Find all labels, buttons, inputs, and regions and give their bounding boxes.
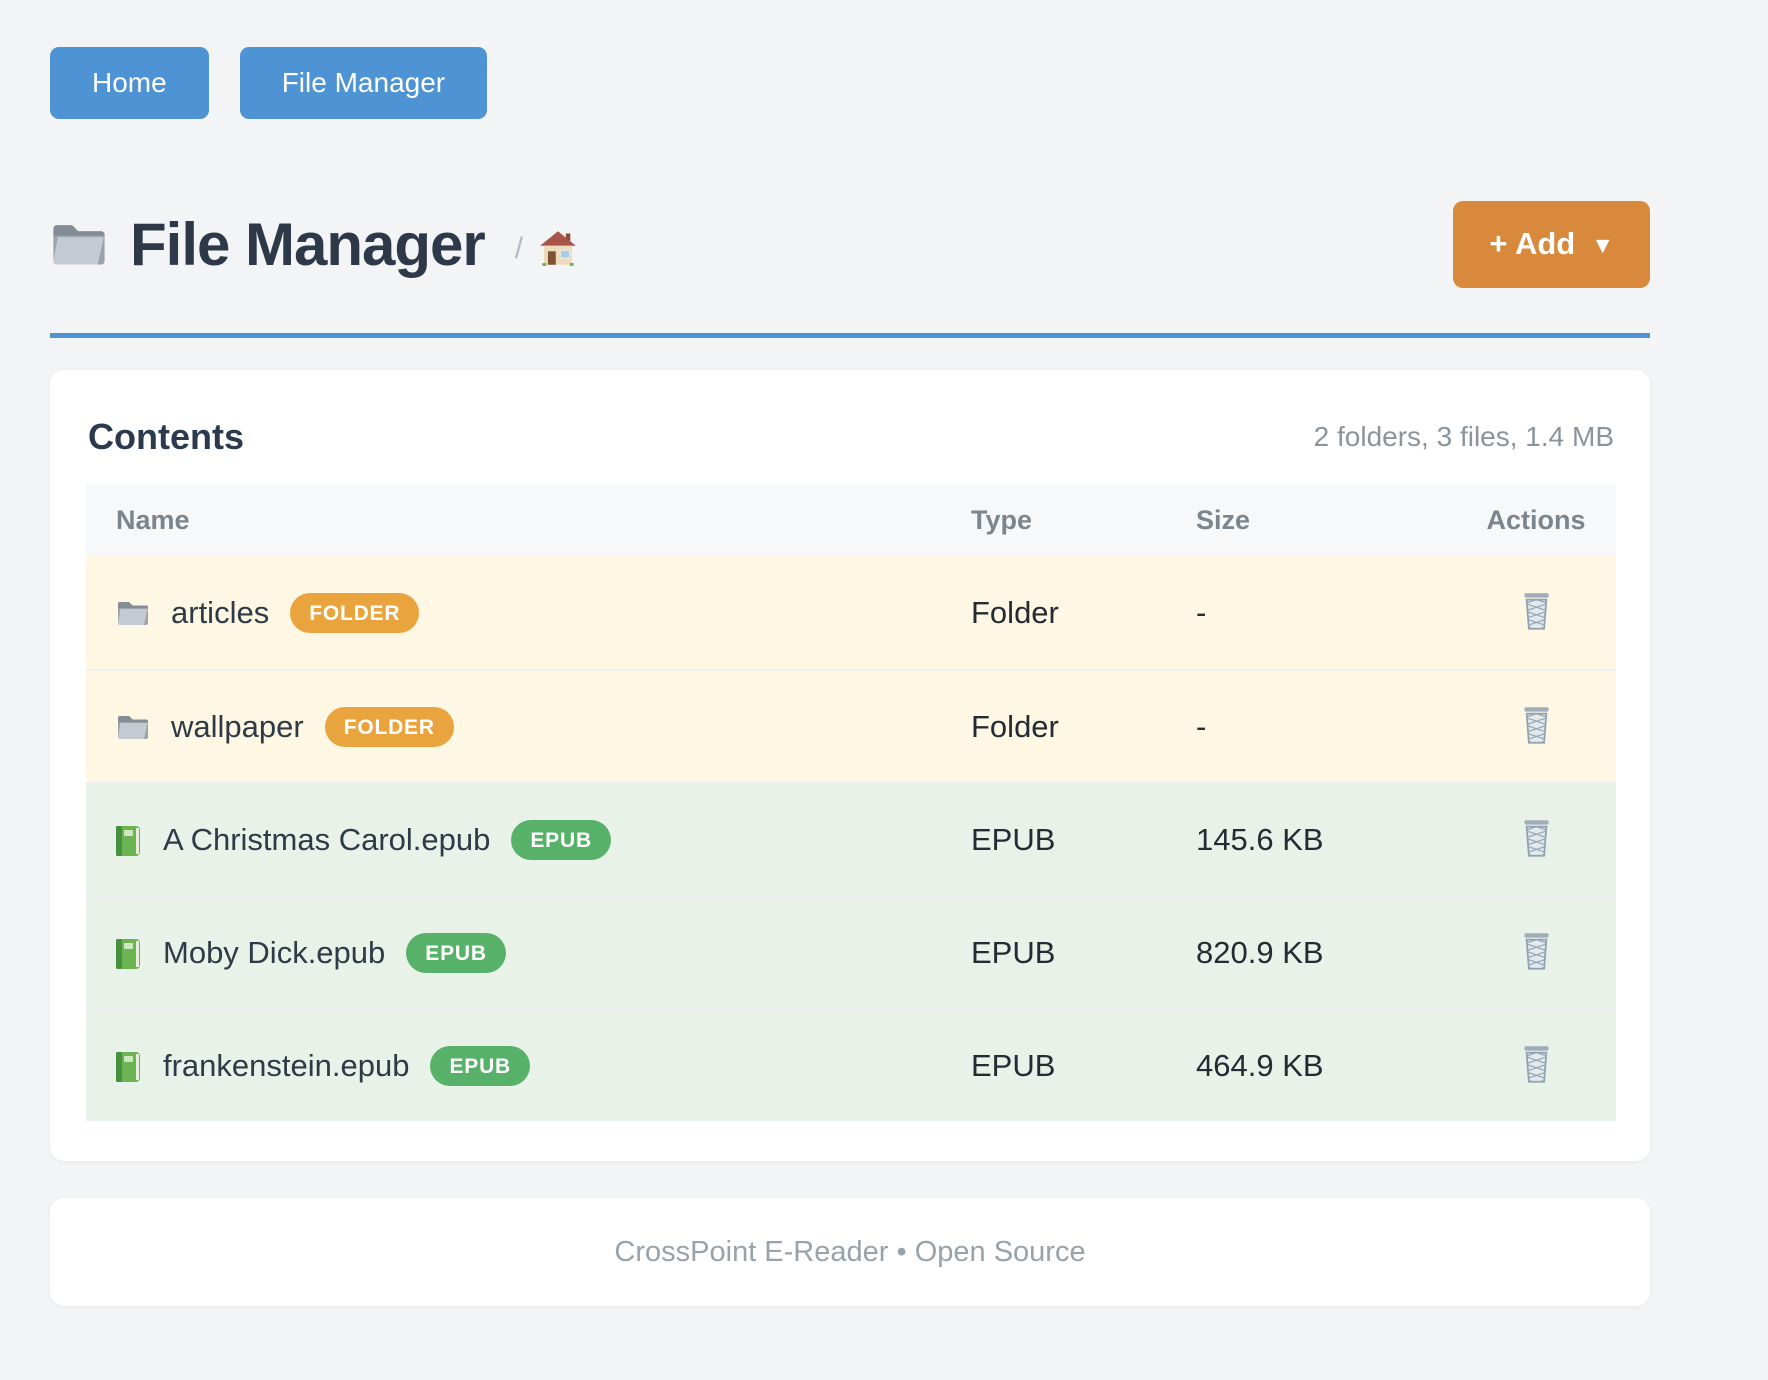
size-cell: - (1196, 708, 1207, 744)
actions-cell (1456, 815, 1616, 865)
delete-button[interactable] (1517, 588, 1556, 634)
add-button[interactable]: + Add ▼ (1453, 200, 1650, 288)
epub-badge: EPUB (511, 819, 611, 860)
column-header-type: Type (971, 504, 1033, 535)
wastebasket-icon (1521, 1045, 1552, 1083)
green-book-icon (116, 937, 142, 969)
wastebasket-icon (1521, 706, 1552, 744)
type-cell: EPUB (971, 934, 1056, 970)
name-cell: A Christmas Carol.epub EPUB (86, 819, 971, 860)
table-row: A Christmas Carol.epub EPUB EPUB 145.6 K… (86, 782, 1616, 895)
file-link[interactable]: frankenstein.epub (163, 1047, 410, 1083)
home-breadcrumb-icon[interactable] (539, 230, 577, 266)
delete-button[interactable] (1517, 702, 1556, 748)
column-header-actions: Actions (1486, 504, 1586, 535)
green-book-icon (116, 1050, 142, 1082)
title-group: File Manager / (50, 210, 577, 279)
file-link[interactable]: Moby Dick.epub (163, 934, 386, 970)
wastebasket-icon (1521, 819, 1552, 857)
page-title: File Manager (130, 210, 486, 278)
folder-icon (116, 712, 150, 742)
epub-badge: EPUB (430, 1045, 531, 1086)
footer-text: CrossPoint E-Reader • Open Source (614, 1235, 1086, 1268)
wastebasket-icon (1521, 592, 1552, 630)
type-cell: EPUB (971, 821, 1056, 857)
home-button[interactable]: Home (50, 47, 209, 119)
footer-card: CrossPoint E-Reader • Open Source (50, 1198, 1650, 1306)
top-nav: Home File Manager (50, 47, 1650, 119)
type-cell: Folder (971, 708, 1059, 744)
chevron-down-icon: ▼ (1591, 232, 1614, 258)
actions-cell (1456, 588, 1616, 638)
column-header-size: Size (1196, 504, 1251, 535)
size-cell: 145.6 KB (1196, 821, 1324, 857)
open-folder-icon (50, 220, 108, 268)
delete-button[interactable] (1517, 1041, 1556, 1087)
folder-badge: FOLDER (324, 706, 454, 747)
contents-summary: 2 folders, 3 files, 1.4 MB (1313, 421, 1614, 452)
epub-badge: EPUB (406, 932, 506, 973)
file-link[interactable]: A Christmas Carol.epub (163, 821, 491, 857)
type-cell: EPUB (971, 1047, 1056, 1083)
table-row: Moby Dick.epub EPUB EPUB 820.9 KB (86, 895, 1616, 1008)
actions-cell (1456, 1041, 1616, 1091)
table-header-row: Name Type Size Actions (86, 484, 1616, 556)
green-book-icon (116, 824, 142, 856)
folder-icon (116, 598, 150, 628)
divider (50, 333, 1650, 338)
name-cell: frankenstein.epub EPUB (86, 1045, 971, 1086)
breadcrumb-separator: / (514, 232, 524, 265)
name-cell: wallpaper FOLDER (86, 706, 971, 747)
folder-link[interactable]: articles (171, 594, 270, 630)
name-cell: articles FOLDER (86, 592, 971, 633)
contents-card: Contents 2 folders, 3 files, 1.4 MB Name… (50, 370, 1650, 1161)
file-manager-button[interactable]: File Manager (239, 47, 488, 119)
contents-card-header: Contents 2 folders, 3 files, 1.4 MB (86, 416, 1616, 458)
page-header: File Manager / + Add ▼ (50, 195, 1650, 293)
folder-link[interactable]: wallpaper (171, 708, 304, 744)
size-cell: 464.9 KB (1196, 1047, 1324, 1083)
wastebasket-icon (1521, 932, 1552, 970)
size-cell: - (1196, 594, 1207, 630)
size-cell: 820.9 KB (1196, 934, 1324, 970)
table-row: wallpaper FOLDER Folder - (86, 669, 1616, 782)
delete-button[interactable] (1517, 815, 1556, 861)
actions-cell (1456, 928, 1616, 978)
delete-button[interactable] (1517, 928, 1556, 974)
contents-heading: Contents (88, 416, 244, 457)
table-row: frankenstein.epub EPUB EPUB 464.9 KB (86, 1008, 1616, 1121)
file-table: Name Type Size Actions articles FOLDER F… (86, 484, 1616, 1121)
column-header-name: Name (116, 504, 190, 535)
name-cell: Moby Dick.epub EPUB (86, 932, 971, 973)
actions-cell (1456, 702, 1616, 752)
type-cell: Folder (971, 594, 1059, 630)
add-button-label: + Add (1489, 226, 1576, 261)
folder-badge: FOLDER (290, 592, 420, 633)
table-row: articles FOLDER Folder - (86, 556, 1616, 669)
